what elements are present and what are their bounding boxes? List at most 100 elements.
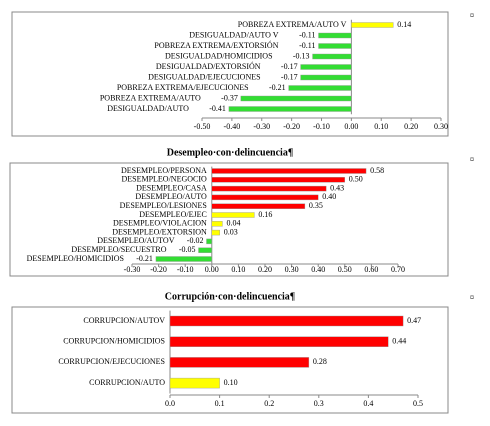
bar [312,53,352,60]
x-tick-label: 0.60 [364,265,378,274]
category-label: DESEMPLEO/NEGOCIO [121,175,207,184]
bar [155,256,213,262]
value-label: 0.14 [397,20,411,29]
value-label: -0.37 [221,93,238,102]
category-label: DESIGUALDAD/EJECUCIONES [148,72,260,81]
value-label: -0.05 [179,245,196,254]
bar [211,221,223,227]
x-tick-label: -0.10 [177,265,194,274]
bar [228,106,352,112]
value-label: -0.21 [269,83,286,92]
category-label: DESEMPLEO/CASA [136,183,207,192]
bar [211,185,327,192]
category-label: CORRUPCION/AUTO [89,378,165,387]
bar [198,247,213,253]
x-tick-label: 0.5 [413,399,423,408]
bar [240,95,352,102]
x-tick-label: 0.4 [363,399,373,408]
bar [211,194,319,201]
category-label: POBREZA EXTREMA/AUTO V [238,20,347,29]
bar [169,377,220,389]
value-label: 0.50 [349,175,363,184]
value-label: 0.28 [313,357,327,366]
bar [351,22,394,28]
x-tick-label: -0.10 [313,122,330,131]
category-label: POBREZA EXTREMA/AUTO [100,93,201,102]
category-label: DESEMPLEO/AUTOV [97,236,174,245]
x-tick-label: 0.1 [215,399,225,408]
bar [300,74,352,81]
value-label: 0.16 [258,210,272,219]
x-tick-label: 0.50 [338,265,352,274]
value-label: 0.35 [309,201,323,210]
category-label: CORRUPCION/AUTOV [83,316,165,325]
category-label: DESEMPLEO/EJEC [139,210,207,219]
value-label: 0.10 [224,378,238,387]
x-tick-label: 0.00 [344,122,358,131]
bar [211,177,346,183]
chart-title: Corrupción·con·delincuencia¶ [165,291,295,302]
x-tick-label: -0.30 [253,122,270,131]
value-label: 0.03 [224,227,238,236]
value-label: -0.02 [187,236,204,245]
x-tick-label: 0.20 [258,265,272,274]
x-tick-label: 0.0 [165,399,175,408]
bar [300,64,352,70]
value-label: -0.13 [293,51,310,60]
bar [169,315,404,327]
category-label: DESIGUALDAD/EXTORSIÓN [156,61,261,71]
category-label: DESEMPLEO/VIOLACION [113,219,207,228]
x-tick-label: -0.30 [124,265,141,274]
bar [169,357,310,368]
x-tick-label: -0.50 [194,122,211,131]
category-label: DESEMPLEO/PERSONA [121,166,207,175]
value-label: 0.58 [370,166,384,175]
bar [206,238,212,245]
category-label: DESEMPLEO/SECUESTRO [71,245,166,254]
bar [318,43,352,49]
x-tick-label: -0.20 [283,122,300,131]
chart-frame [11,11,449,137]
value-label: -0.41 [209,104,226,113]
bar [169,336,389,347]
bar [318,32,352,39]
value-label: 0.44 [392,337,406,346]
category-label: POBREZA EXTREMA/EJECUCIONES [117,83,249,92]
value-label: 0.47 [407,316,421,325]
bar [211,168,367,174]
bar [211,212,255,218]
value-label: -0.21 [136,254,153,263]
cell-mark: ¤ [470,155,474,164]
x-tick-label: -0.20 [150,265,167,274]
category-label: DESEMPLEO/AUTO [135,192,207,201]
x-tick-label: 0.30 [434,122,448,131]
chart-title: Desempleo·con·delincuencia¶ [167,147,294,158]
category-label: DESEMPLEO/LESIONES [120,201,207,210]
x-tick-label: 0.70 [391,265,405,274]
value-label: 0.40 [322,192,336,201]
category-label: DESIGUALDAD/AUTO V [189,30,278,39]
value-label: 0.04 [226,219,240,228]
category-label: POBREZA EXTREMA/EXTORSIÓN [154,40,278,50]
value-label: -0.11 [299,30,315,39]
cell-mark: ¤ [470,293,474,302]
x-tick-label: 0.40 [311,265,325,274]
value-label: -0.11 [299,41,315,50]
value-label: 0.43 [330,183,344,192]
category-label: CORRUPCION/HOMICIDIOS [63,337,165,346]
x-tick-label: -0.40 [224,122,241,131]
category-label: DESEMPLEO/HOMICIDIOS [27,254,124,263]
x-tick-label: 0.3 [314,399,324,408]
category-label: DESIGUALDAD/AUTO [107,104,189,113]
category-label: DESIGUALDAD/HOMICIDIOS [165,51,273,60]
x-tick-label: 0.00 [205,265,219,274]
x-tick-label: 0.20 [404,122,418,131]
cell-mark: ¤ [470,11,474,20]
x-tick-label: 0.10 [374,122,388,131]
x-tick-label: 0.10 [231,265,245,274]
bar [288,85,352,91]
value-label: -0.17 [281,62,298,71]
x-tick-label: 0.30 [285,265,299,274]
bar [211,229,220,236]
